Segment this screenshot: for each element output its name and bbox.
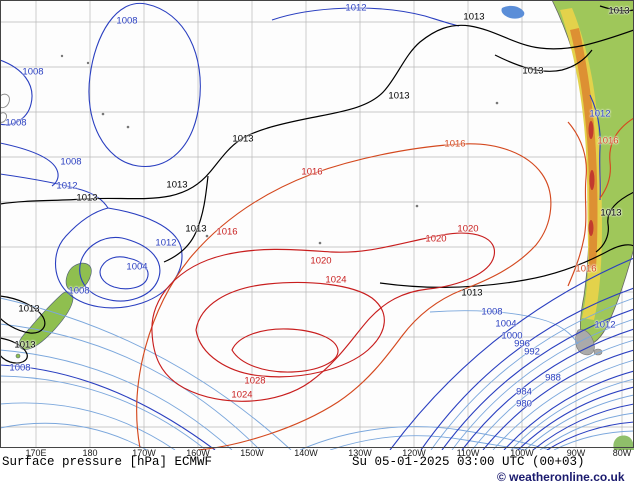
- longitude-label-170E: 170E: [25, 448, 47, 458]
- isobar-label-1013: 1013: [185, 223, 207, 235]
- isobar-label-1020: 1020: [425, 233, 447, 245]
- longitude-label-100W: 100W: [510, 448, 534, 458]
- isobar-label-1008: 1008: [9, 362, 31, 374]
- isobar-label-1013: 1013: [76, 192, 98, 204]
- isobar-label-1020: 1020: [310, 255, 332, 267]
- isobar-label-1016: 1016: [597, 135, 619, 147]
- isobar-label-996: 996: [514, 338, 530, 350]
- isobar-label-1020: 1020: [457, 223, 479, 235]
- stewart-island: [15, 353, 21, 359]
- patagonia-islands: [575, 329, 595, 356]
- isobar-label-984: 984: [516, 386, 532, 398]
- isobar-label-988: 988: [545, 372, 561, 384]
- isobar-label-1012: 1012: [155, 237, 177, 249]
- longitude-label-160W: 160W: [186, 448, 210, 458]
- isobar-label-1004: 1004: [126, 261, 148, 273]
- land-layer: [0, 0, 634, 450]
- pressure-map-canvas: [0, 0, 634, 450]
- longitude-label-140W: 140W: [294, 448, 318, 458]
- longitude-label-110W: 110W: [456, 448, 480, 458]
- isobar-label-1024: 1024: [325, 274, 347, 286]
- isobar-label-1013: 1013: [166, 179, 188, 191]
- longitude-label-150W: 150W: [240, 448, 264, 458]
- isobar-label-1008: 1008: [60, 156, 82, 168]
- isobar-label-1013: 1013: [461, 287, 483, 299]
- isobars-blue: [0, 2, 634, 450]
- graticule-grid: [0, 0, 634, 448]
- isobar-label-1013: 1013: [600, 207, 622, 219]
- isobar-label-1000: 1000: [501, 330, 523, 342]
- isobar-label-1016: 1016: [216, 226, 238, 238]
- isobar-label-1024: 1024: [231, 389, 253, 401]
- isobar-label-1016: 1016: [444, 138, 466, 150]
- isobars-red-high: [151, 232, 495, 402]
- copyright-link[interactable]: © weatheronline.co.uk: [497, 470, 625, 484]
- isobar-label-1012: 1012: [594, 319, 616, 331]
- isobar-label-1013: 1013: [522, 65, 544, 77]
- isobar-label-1012: 1012: [56, 180, 78, 192]
- new-zealand-north-island: [65, 262, 92, 292]
- isobar-label-1008: 1008: [5, 117, 27, 129]
- isobar-label-1013: 1013: [463, 11, 485, 23]
- isobar-label-1004: 1004: [495, 318, 517, 330]
- longitude-label-130W: 130W: [348, 448, 372, 458]
- longitude-label-80W: 80W: [612, 448, 632, 458]
- isobar-label-1012: 1012: [589, 108, 611, 120]
- isobars-orange-1016: [136, 117, 634, 450]
- map-title: Surface pressure [hPa] ECMWF: [2, 455, 213, 469]
- isobar-label-980: 980: [516, 398, 532, 410]
- longitude-label-180: 180: [82, 448, 98, 458]
- andes-elevation-red: [588, 121, 595, 236]
- isobar-label-1013: 1013: [388, 90, 410, 102]
- corner-terrain: [613, 435, 634, 450]
- ocean-background: [0, 0, 634, 450]
- small-islands: [60, 54, 499, 245]
- longitude-label-170W: 170W: [132, 448, 156, 458]
- isobar-label-1013: 1013: [608, 5, 630, 17]
- longitude-label-90W: 90W: [566, 448, 586, 458]
- isobar-label-1012: 1012: [345, 2, 367, 14]
- island-patch: [501, 5, 525, 19]
- longitude-label-120W: 120W: [402, 448, 426, 458]
- isobar-label-1028: 1028: [244, 375, 266, 387]
- isobar-label-1013: 1013: [14, 339, 36, 351]
- isobar-label-992: 992: [524, 346, 540, 358]
- isobar-label-1008: 1008: [22, 66, 44, 78]
- isobar-label-1008: 1008: [116, 15, 138, 27]
- map-datetime: Su 05-01-2025 03:00 UTC (00+03): [352, 455, 585, 469]
- isobar-label-1008: 1008: [481, 306, 503, 318]
- isobar-label-1013: 1013: [18, 303, 40, 315]
- andes-elevation-orange: [570, 28, 598, 268]
- isobar-label-1008: 1008: [68, 285, 90, 297]
- isobar-label-1016: 1016: [301, 166, 323, 178]
- isobar-label-1016: 1016: [575, 263, 597, 275]
- isobar-label-1013: 1013: [232, 133, 254, 145]
